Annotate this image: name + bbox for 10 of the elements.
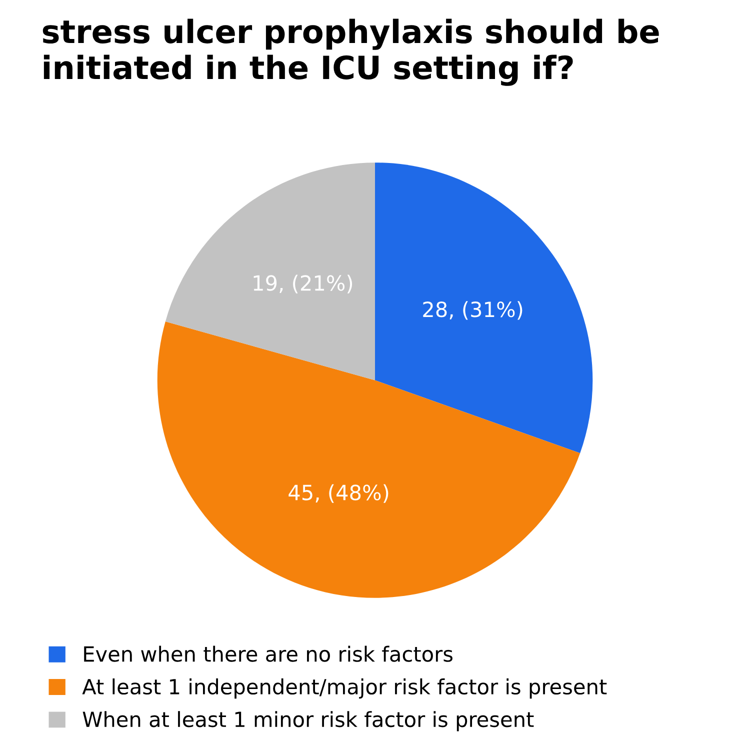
data-label: 19, (21%) (254, 274, 352, 294)
legend-label: When at least 1 minor risk factor is present (82, 711, 534, 732)
pie-slice (157, 322, 580, 598)
data-label: 45, (48%) (288, 484, 388, 503)
legend-label: At least 1 independent/major risk factor is present (82, 678, 607, 699)
chart-title: stress ulcer prophylaxis should be initiated in the ICU setting if? (42, 18, 659, 86)
data-label: 28, (31%) (423, 301, 522, 320)
pie-slice (375, 162, 593, 454)
legend-label: Even when there are no risk factors (84, 646, 452, 662)
pie-slice (165, 162, 375, 380)
